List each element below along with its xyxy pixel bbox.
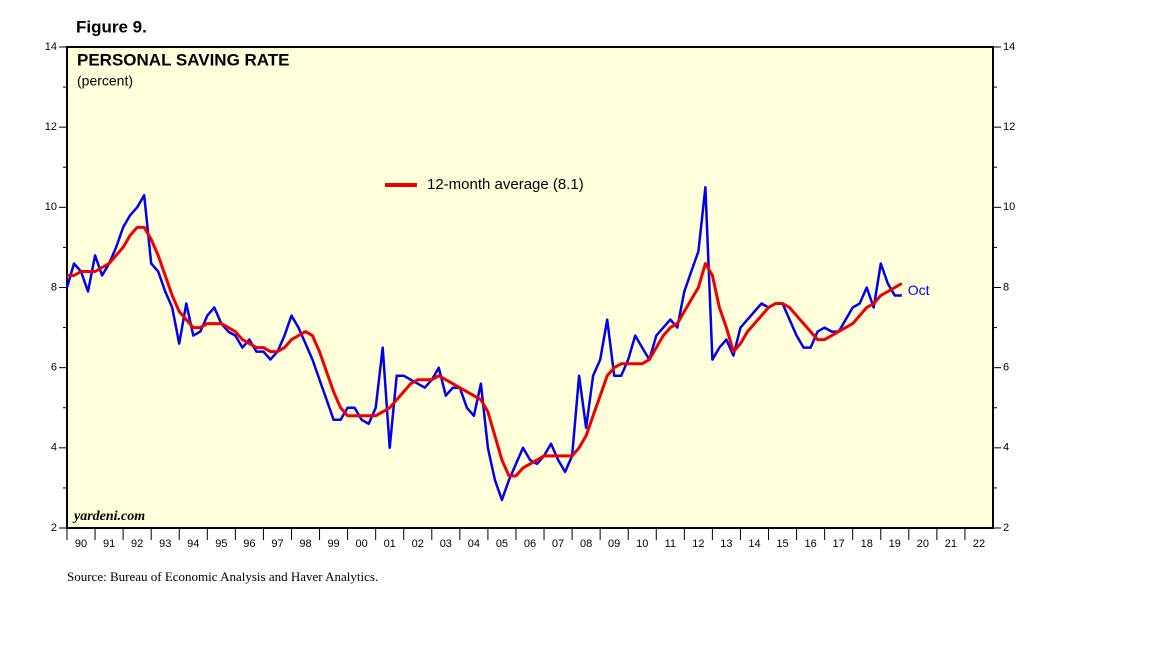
x-tick-label: 93 (159, 538, 171, 550)
y2-tick-label: 14 (1003, 41, 1015, 53)
x-tick-label: 92 (131, 538, 143, 550)
annotation: Oct (908, 282, 930, 298)
x-tick-label: 98 (299, 538, 311, 550)
x-tick-label: 18 (861, 538, 873, 550)
y2-tick-label: 12 (1003, 121, 1015, 133)
x-tick-label: 11 (665, 538, 676, 550)
x-tick-label: 10 (636, 538, 648, 550)
x-tick-label: 08 (580, 538, 592, 550)
y-tick-label: 2 (51, 522, 57, 534)
y-tick-label: 8 (51, 281, 57, 293)
x-tick-label: 17 (833, 538, 845, 550)
x-tick-label: 95 (215, 538, 227, 550)
x-tick-label: 15 (776, 538, 788, 550)
source: Source: Bureau of Economic Analysis and … (67, 569, 378, 584)
x-tick-label: 01 (384, 538, 396, 550)
x-tick-label: 05 (496, 538, 508, 550)
x-tick-label: 90 (75, 538, 87, 550)
y-tick-label: 14 (45, 41, 57, 53)
x-tick-label: 22 (973, 538, 985, 550)
series-line (67, 225, 903, 478)
x-tick-label: 97 (271, 538, 283, 550)
chart-title: PERSONAL SAVING RATE (77, 50, 290, 69)
figure-label: Figure 9. (76, 17, 147, 36)
legend-label: 12-month average (8.1) (427, 176, 584, 193)
x-tick-label: 02 (412, 538, 424, 550)
x-tick-label: 04 (468, 538, 480, 550)
y2-tick-label: 8 (1003, 281, 1009, 293)
y2-tick-label: 6 (1003, 362, 1009, 374)
y2-tick-label: 2 (1003, 522, 1009, 534)
series-line (65, 186, 902, 502)
x-tick-label: 12 (692, 538, 704, 550)
x-tick-label: 14 (748, 538, 760, 550)
x-tick-label: 13 (720, 538, 732, 550)
x-tick-label: 07 (552, 538, 564, 550)
y-tick-label: 12 (45, 121, 57, 133)
x-tick-label: 00 (356, 538, 368, 550)
y2-tick-label: 10 (1003, 201, 1015, 213)
x-tick-label: 03 (440, 538, 452, 550)
watermark: yardeni.com (72, 509, 145, 524)
x-tick-label: 09 (608, 538, 620, 550)
x-tick-label: 96 (243, 538, 255, 550)
x-tick-label: 91 (103, 538, 115, 550)
y-tick-label: 6 (51, 362, 57, 374)
x-tick-label: 21 (945, 538, 957, 550)
plot-area (66, 46, 994, 529)
y-tick-label: 10 (45, 201, 57, 213)
y-tick-label: 4 (51, 442, 57, 454)
x-tick-label: 99 (327, 538, 339, 550)
x-tick-label: 06 (524, 538, 536, 550)
y2-tick-label: 4 (1003, 442, 1009, 454)
x-tick-label: 16 (804, 538, 816, 550)
subtitle: (percent) (77, 73, 133, 89)
x-tick-label: 20 (917, 538, 929, 550)
x-tick-label: 19 (889, 538, 901, 550)
x-tick-label: 94 (187, 538, 199, 550)
